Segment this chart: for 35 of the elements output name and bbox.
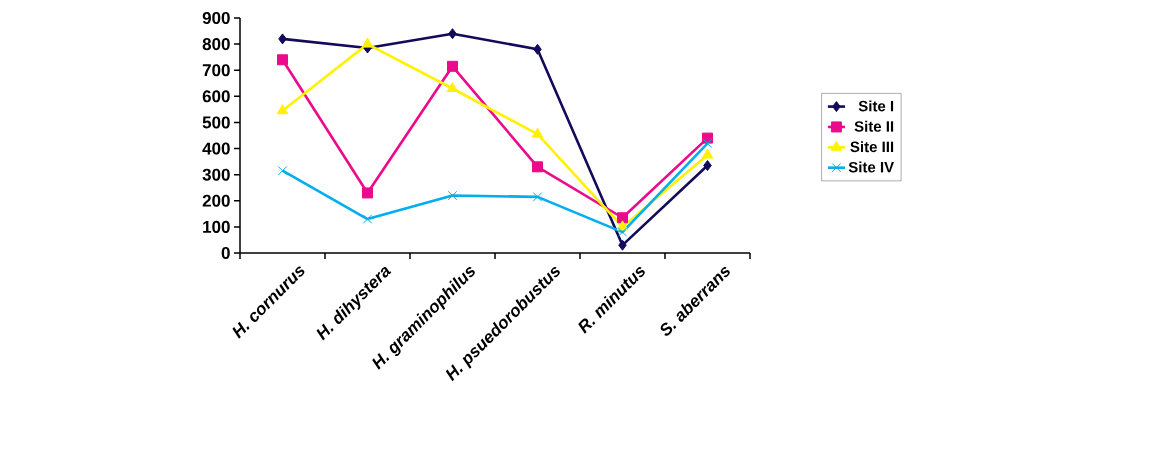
point: [362, 214, 373, 224]
y-tick-label: 400: [202, 142, 230, 155]
point: [618, 239, 627, 251]
point: [702, 138, 713, 149]
y-tick-label: 500: [202, 116, 230, 129]
point: [617, 227, 628, 237]
y-tick-label: 700: [202, 64, 230, 77]
point: [362, 187, 374, 199]
point: [276, 104, 289, 115]
point: [277, 166, 288, 176]
point: [703, 160, 712, 172]
y-tick-label: 600: [202, 90, 230, 103]
point: [446, 81, 459, 92]
legend-label: Site IV: [848, 161, 894, 173]
point: [448, 28, 457, 40]
point: [361, 37, 374, 48]
y-tick-label: 300: [202, 168, 230, 181]
point: [278, 33, 287, 45]
point: [447, 190, 458, 201]
legend-label: Site II: [854, 120, 894, 132]
y-tick-label: 100: [203, 220, 230, 233]
y-tick-label: 900: [202, 11, 230, 25]
point: [701, 148, 714, 159]
legend-label: Site I: [858, 100, 894, 112]
point: [532, 192, 543, 202]
point: [447, 60, 458, 72]
y-tick-label: 0: [221, 246, 230, 260]
legend-label: Site III: [850, 141, 894, 153]
y-tick-label: 800: [202, 38, 230, 51]
point: [532, 161, 543, 173]
point: [617, 212, 628, 224]
point: [277, 54, 289, 66]
point: [533, 43, 542, 55]
point: [531, 127, 544, 138]
y-tick-label: 200: [202, 194, 230, 207]
